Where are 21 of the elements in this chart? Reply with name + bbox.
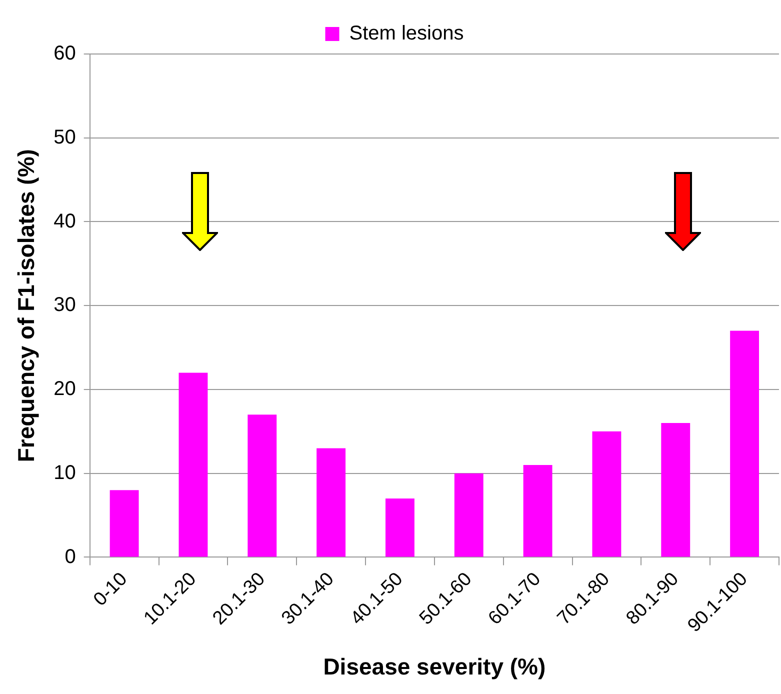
- legend-label: Stem lesions: [349, 22, 464, 45]
- x-axis-title: Disease severity (%): [323, 654, 546, 680]
- bar: [316, 448, 346, 557]
- y-tick-label: 20: [54, 378, 76, 400]
- y-tick-label: 30: [54, 294, 76, 316]
- y-tick-label: 0: [64, 546, 76, 568]
- bar: [592, 431, 622, 557]
- bar: [454, 473, 484, 557]
- bar: [661, 423, 690, 557]
- bar: [730, 330, 760, 557]
- y-tick-label: 40: [54, 210, 76, 232]
- y-axis-title: Frequency of F1-isolates (%): [13, 149, 40, 462]
- y-tick-label: 10: [54, 462, 76, 484]
- bar: [110, 490, 139, 557]
- x-tick-label: 0-10: [90, 568, 132, 610]
- bar: [178, 372, 208, 557]
- y-tick-label: 60: [54, 42, 76, 65]
- y-tick-label: 50: [54, 126, 76, 148]
- bar: [248, 414, 277, 557]
- bar: [523, 464, 552, 557]
- bar: [385, 498, 414, 557]
